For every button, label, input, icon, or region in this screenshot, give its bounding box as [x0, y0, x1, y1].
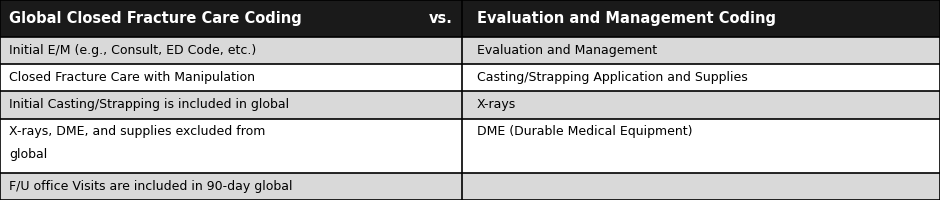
Text: vs.: vs.	[430, 11, 453, 26]
Bar	[0, 0, 940, 37]
Text: Casting/Strapping Application and Supplies: Casting/Strapping Application and Suppli…	[477, 71, 747, 84]
Text: X-rays: X-rays	[477, 98, 516, 111]
Text: Evaluation and Management Coding: Evaluation and Management Coding	[477, 11, 776, 26]
Text: Closed Fracture Care with Manipulation: Closed Fracture Care with Manipulation	[9, 71, 256, 84]
Bar	[0, 37, 940, 64]
Bar	[0, 91, 940, 119]
Text: Evaluation and Management: Evaluation and Management	[477, 44, 657, 57]
Text: Global Closed Fracture Care Coding: Global Closed Fracture Care Coding	[9, 11, 302, 26]
Text: Initial Casting/Strapping is included in global: Initial Casting/Strapping is included in…	[9, 98, 290, 111]
Bar	[0, 64, 940, 91]
Bar	[0, 173, 940, 200]
Bar	[0, 119, 940, 173]
Text: DME (Durable Medical Equipment): DME (Durable Medical Equipment)	[477, 124, 692, 138]
Text: global: global	[9, 148, 48, 161]
Text: F/U office Visits are included in 90-day global: F/U office Visits are included in 90-day…	[9, 180, 293, 193]
Text: Initial E/M (e.g., Consult, ED Code, etc.): Initial E/M (e.g., Consult, ED Code, etc…	[9, 44, 257, 57]
Text: X-rays, DME, and supplies excluded from: X-rays, DME, and supplies excluded from	[9, 124, 266, 138]
